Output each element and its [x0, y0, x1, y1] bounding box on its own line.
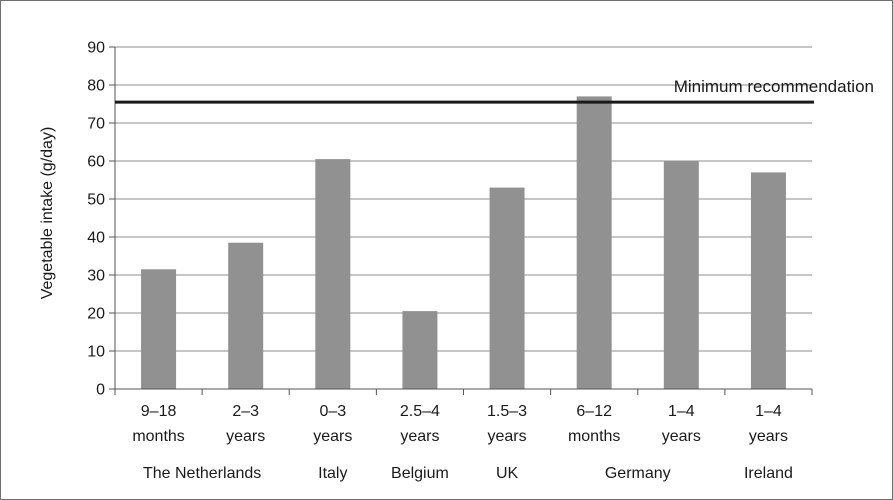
bar	[315, 159, 351, 389]
x-category-label-line2: years	[662, 428, 701, 445]
x-category-label-line1: 6–12	[576, 403, 612, 420]
bar	[750, 172, 786, 389]
y-tick-label: 70	[87, 116, 105, 133]
bar	[663, 161, 699, 389]
reference-line-group: Minimum recommendation	[115, 77, 874, 104]
bar	[402, 311, 438, 389]
y-tick-label: 30	[87, 268, 105, 285]
bar	[576, 96, 612, 390]
y-tick-label: 40	[87, 230, 105, 247]
x-group-label: Ireland	[744, 465, 793, 482]
y-tick-label: 10	[87, 344, 105, 361]
x-category-label-line2: years	[313, 428, 352, 445]
gridlines	[109, 46, 812, 390]
y-tick-label: 20	[87, 306, 105, 323]
x-category-label-line2: years	[400, 428, 439, 445]
x-category-label-line1: 9–18	[141, 403, 177, 420]
y-tick-labels: 0 10 20 30 40 50 60 70 80 90	[87, 40, 105, 399]
x-category-label-line1: 1–4	[668, 403, 695, 420]
x-group-label: Belgium	[391, 465, 449, 482]
bar	[228, 242, 264, 389]
x-category-labels: 9–18 months 2–3 years 0–3 years 2.5–4 years 1.5–…	[132, 403, 788, 445]
y-tick-label: 90	[87, 40, 105, 57]
y-axis-label: Vegetable intake (g/day)	[39, 127, 56, 300]
x-category-label-line1: 2.5–4	[400, 403, 440, 420]
y-tick-label: 0	[96, 382, 105, 399]
x-group-label: Italy	[318, 465, 347, 482]
x-group-label: The Netherlands	[143, 465, 261, 482]
x-category-label-line2: years	[488, 428, 527, 445]
x-group-labels: The Netherlands Italy Belgium UK Germany Irel…	[143, 465, 793, 482]
y-tick-label: 80	[87, 78, 105, 95]
x-category-label-line2: years	[749, 428, 788, 445]
bar	[141, 269, 177, 389]
x-category-label-line1: 1.5–3	[487, 403, 527, 420]
x-group-label: Germany	[605, 465, 671, 482]
x-category-label-line1: 0–3	[319, 403, 346, 420]
y-tick-label: 60	[87, 154, 105, 171]
x-group-label: UK	[496, 465, 519, 482]
x-category-label-line1: 2–3	[232, 403, 259, 420]
x-category-label-line2: months	[132, 428, 184, 445]
x-category-label-line2: years	[226, 428, 265, 445]
bar	[489, 187, 525, 389]
reference-line-label: Minimum recommendation	[674, 77, 874, 96]
x-category-label-line2: months	[568, 428, 620, 445]
y-tick-label: 50	[87, 192, 105, 209]
bars	[141, 96, 786, 390]
x-category-label-line1: 1–4	[755, 403, 782, 420]
axes	[114, 47, 813, 395]
